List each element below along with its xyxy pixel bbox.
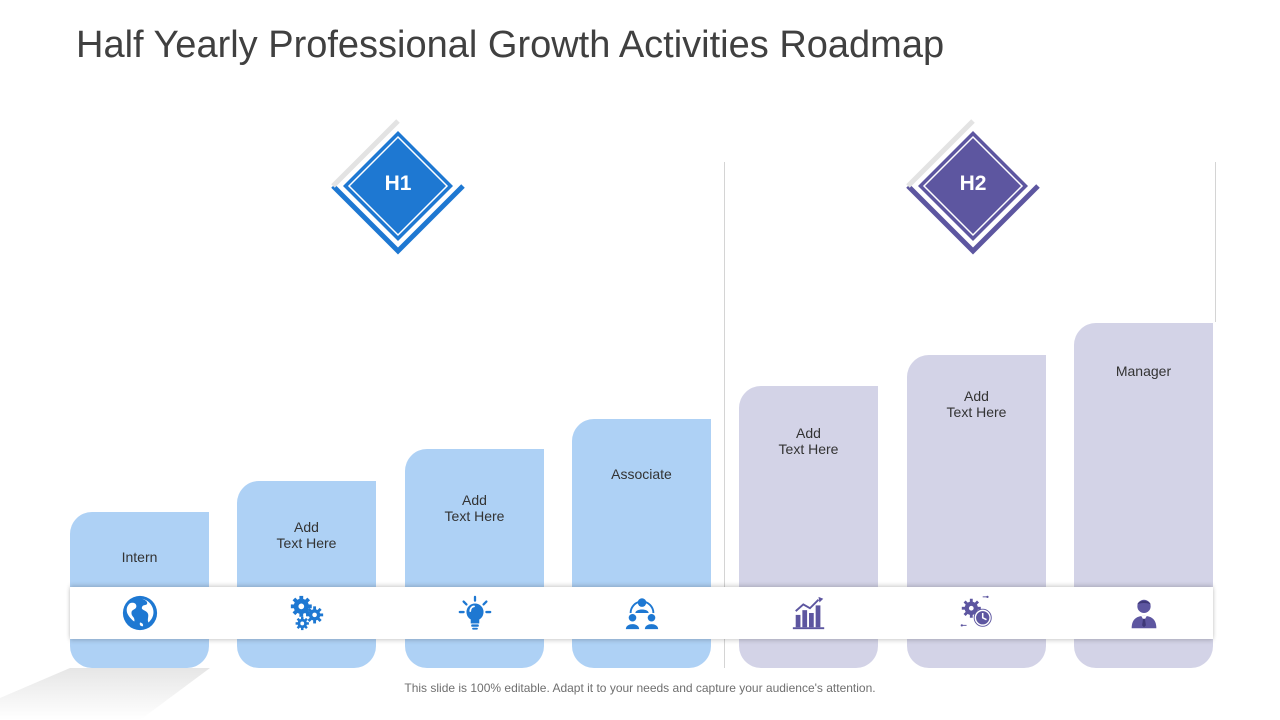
- step-label-7: Manager: [1074, 363, 1213, 379]
- time-settings-icon: [960, 595, 992, 627]
- h1-diamond-icon: [331, 119, 465, 255]
- step-label-4-line1: Associate: [611, 466, 672, 482]
- step-label-2-line2: Text Here: [276, 535, 337, 551]
- footer-note: This slide is 100% editable. Adapt it to…: [404, 681, 876, 695]
- step-icon-cell-5: [739, 587, 878, 639]
- decorative-shadow: [0, 668, 210, 720]
- step-icon-cell-6: [907, 587, 1046, 639]
- step-bar-2: Add Text Here: [237, 481, 376, 668]
- step-label-6-line2: Text Here: [946, 404, 1007, 420]
- step-icon-cell-3: [405, 587, 544, 639]
- h1-label: H1: [384, 172, 412, 195]
- team-icon: [625, 598, 658, 630]
- icon-band: [70, 587, 1213, 639]
- businessman-icon: [1131, 599, 1156, 629]
- step-label-3-line1: Add: [462, 492, 487, 508]
- step-label-2: Add Text Here: [237, 519, 376, 551]
- h2-label: H2: [959, 172, 987, 195]
- h2-diamond-icon: [906, 119, 1040, 255]
- step-label-4: Associate: [572, 466, 711, 482]
- step-label-7-line1: Manager: [1115, 363, 1172, 379]
- step-icon-cell-4: [572, 587, 711, 639]
- h2-badge: H2: [898, 112, 1048, 262]
- lightbulb-icon: [458, 595, 491, 630]
- step-label-1: Intern: [70, 549, 209, 565]
- step-label-2-line1: Add: [294, 519, 319, 535]
- step-icon-cell-7: [1074, 587, 1213, 639]
- step-label-5-line2: Text Here: [778, 441, 839, 457]
- bar-chart-icon: [792, 596, 824, 630]
- step-label-5-line1: Add: [796, 425, 821, 441]
- step-label-5: Add Text Here: [739, 425, 878, 457]
- page-title: Half Yearly Professional Growth Activiti…: [76, 24, 945, 66]
- step-icon-cell-1: [70, 587, 209, 639]
- step-label-1-line1: Intern: [121, 549, 158, 565]
- step-label-6: Add Text Here: [907, 388, 1046, 420]
- section-divider: [724, 162, 725, 668]
- section-divider-right: [1215, 162, 1216, 322]
- gears-icon: [290, 595, 323, 631]
- step-label-3-line2: Text Here: [444, 508, 505, 524]
- globe-icon: [122, 595, 157, 631]
- step-icon-cell-2: [237, 587, 376, 639]
- h1-badge: H1: [323, 112, 473, 262]
- step-label-3: Add Text Here: [405, 492, 544, 524]
- step-label-6-line1: Add: [964, 388, 989, 404]
